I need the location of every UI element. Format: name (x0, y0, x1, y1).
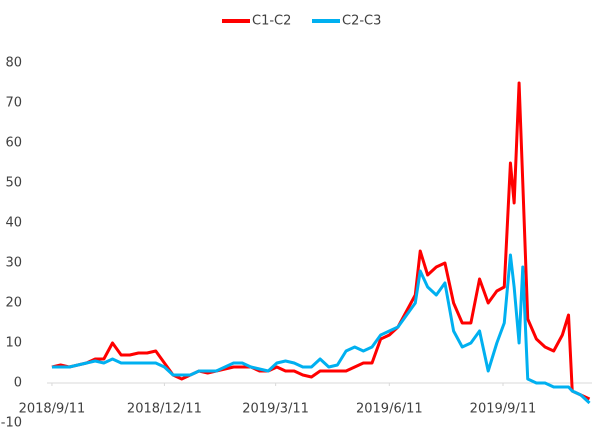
legend-label: C1-C2 (252, 14, 291, 29)
y-tick-label: 70 (5, 96, 22, 111)
series-line (51, 81, 591, 401)
x-tick-label: 2018/9/11 (19, 402, 86, 417)
series-line (51, 253, 591, 405)
x-tick-label: 2019/9/11 (470, 402, 537, 417)
y-tick-label: 60 (5, 136, 22, 151)
y-tick-label: 80 (5, 56, 22, 71)
y-tick-label: 20 (5, 296, 22, 311)
y-tick-label: 10 (5, 336, 22, 351)
y-tick-label: 50 (5, 176, 22, 191)
x-tick-label: 2018/12/11 (127, 402, 202, 417)
legend-label: C2-C3 (342, 14, 381, 29)
y-tick-label: -10 (1, 416, 22, 429)
y-tick-label: 30 (5, 256, 22, 271)
x-tick-label: 2019/6/11 (356, 402, 423, 417)
y-tick-label: 0 (14, 376, 22, 391)
y-tick-label: 40 (5, 216, 22, 231)
x-tick-label: 2019/3/11 (242, 402, 309, 417)
